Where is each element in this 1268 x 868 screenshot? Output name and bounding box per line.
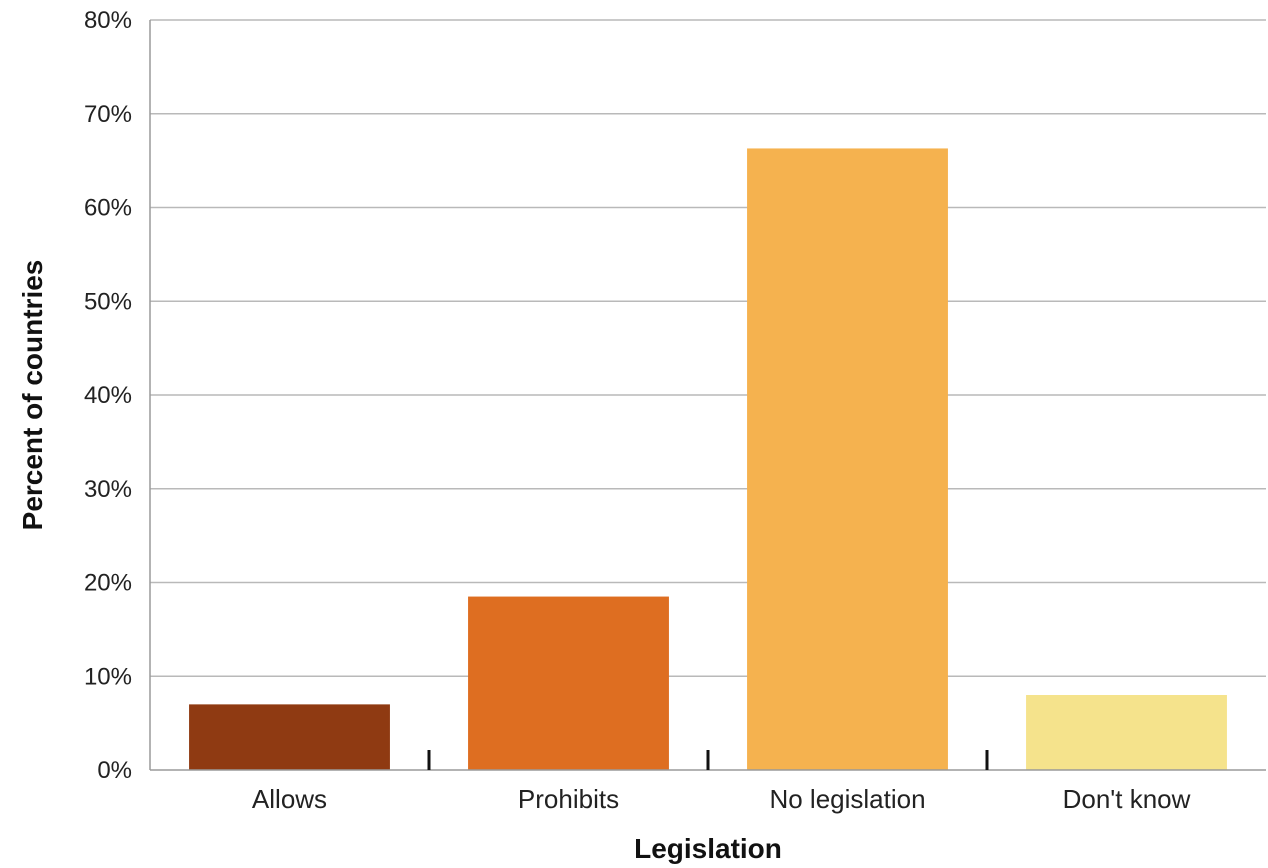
- y-tick-label: 20%: [84, 570, 132, 597]
- x-tick-label: Prohibits: [518, 784, 619, 814]
- x-tick-label: No legislation: [769, 784, 925, 814]
- x-axis-title: Legislation: [634, 833, 782, 864]
- y-tick-label: 50%: [84, 288, 132, 315]
- y-tick-label: 0%: [97, 757, 132, 784]
- y-tick-label: 60%: [84, 195, 132, 222]
- bar: [189, 704, 390, 770]
- y-tick-label: 10%: [84, 663, 132, 690]
- bar: [747, 148, 948, 770]
- bars: [189, 148, 1227, 770]
- y-tick-label: 70%: [84, 101, 132, 128]
- y-tick-label: 40%: [84, 382, 132, 409]
- x-tick-label: Allows: [252, 784, 327, 814]
- x-tick-label: Don't know: [1063, 784, 1191, 814]
- gridlines: [150, 19, 1266, 677]
- tick-labels: 0% 10% 20% 30% 40% 50% 60% 70% 80% Allows Prohibit…: [84, 7, 1191, 814]
- y-tick-label: 80%: [84, 7, 132, 34]
- bar: [468, 596, 669, 770]
- axes: [149, 20, 1266, 771]
- y-axis-title: Percent of countries: [17, 260, 48, 531]
- y-tick-label: 30%: [84, 476, 132, 503]
- bar: [1026, 695, 1227, 770]
